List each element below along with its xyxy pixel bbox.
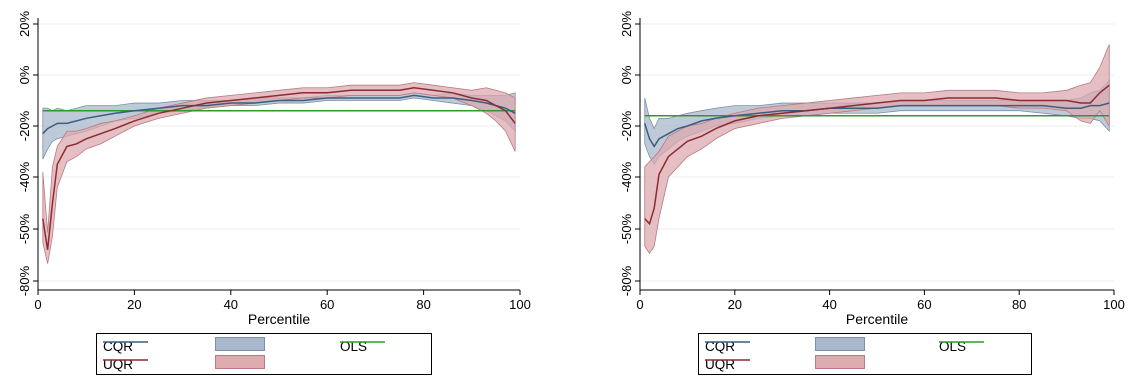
legend-item-ols: OLS — [939, 337, 984, 355]
x-tick-label: 100 — [1103, 297, 1125, 312]
y-tick-label: 0% — [619, 65, 634, 84]
legend-swatch-cqr-ci — [215, 337, 265, 351]
legend-item-ols: OLS — [340, 337, 385, 355]
legend-swatch-uqr-ci — [215, 355, 265, 369]
y-tick-label: -50% — [17, 213, 32, 244]
legend-right: CQR 95% CI OLS UQR 95% CI — [698, 333, 1032, 375]
cqr-line — [643, 102, 1110, 148]
legend-item-cqr-ci: 95% CI — [215, 337, 265, 355]
x-tick-label: 60 — [320, 297, 334, 312]
y-tick-label: -20% — [17, 110, 32, 141]
y-tick-label: -50% — [619, 213, 634, 244]
chart-right: 20% 0% -20% -40% -50% -80%0 20 40 60 80 100 Percent… — [619, 11, 1125, 327]
x-tick-label: 100 — [509, 297, 531, 312]
x-tick-label: 80 — [416, 297, 430, 312]
cqr-line — [42, 94, 516, 135]
y-tick-label: 20% — [619, 11, 634, 37]
chart-panel-left: 20% 0% -20% -40% -50% -80% 0 20 40 60 80 100 Percent… — [0, 0, 560, 378]
legend-item-cqr: CQR — [705, 337, 750, 355]
legend-item-cqr-ci: 95% CI — [815, 337, 865, 355]
x-axis-label: Percentile — [846, 311, 908, 327]
x-tick-label: 0 — [34, 297, 41, 312]
uqr-line — [42, 87, 516, 250]
chart-left: 20% 0% -20% -40% -50% -80%0 20 40 60 80 100 Percent… — [17, 11, 531, 327]
uqr-line — [644, 84, 1110, 226]
legend-item-uqr: UQR — [705, 355, 750, 373]
y-tick-label: 20% — [17, 11, 32, 37]
uqr-ci-band — [644, 44, 1110, 254]
legend-item-uqr-ci: 95% CI — [815, 355, 865, 373]
legend-swatch-cqr-ci — [815, 337, 865, 351]
legend-swatch-uqr-ci — [815, 355, 865, 369]
x-tick-label: 80 — [1012, 297, 1026, 312]
y-tick-label: -40% — [619, 161, 634, 192]
legend-left: CQR 95% CI OLS UQR 95% CI — [96, 333, 432, 375]
y-tick-label: 0% — [17, 65, 32, 84]
chart-panel-right: 20% 0% -20% -40% -50% -80% 0 20 40 60 80 100 Percent… — [566, 0, 1126, 378]
x-tick-label: 20 — [728, 297, 742, 312]
x-tick-label: 40 — [224, 297, 238, 312]
y-tick-label: -40% — [17, 161, 32, 192]
x-tick-label: 0 — [636, 297, 643, 312]
legend-item-cqr: CQR — [103, 337, 148, 355]
y-tick-label: -80% — [619, 265, 634, 296]
x-tick-label: 20 — [127, 297, 141, 312]
x-tick-label: 60 — [917, 297, 931, 312]
x-tick-label: 40 — [822, 297, 836, 312]
y-tick-label: -20% — [619, 110, 634, 141]
legend-item-uqr-ci: 95% CI — [215, 355, 265, 373]
legend-item-uqr: UQR — [103, 355, 148, 373]
y-tick-label: -80% — [17, 265, 32, 296]
x-axis-label: Percentile — [248, 311, 310, 327]
